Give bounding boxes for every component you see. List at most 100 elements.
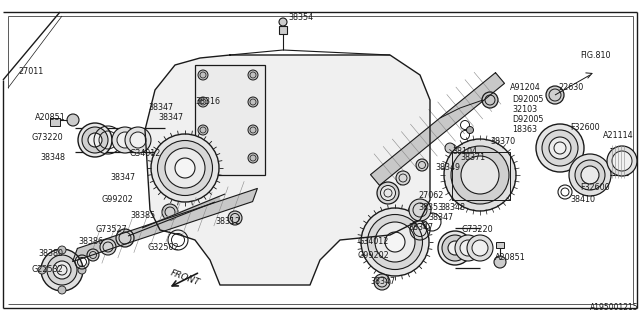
Ellipse shape	[78, 123, 112, 157]
Text: 38348: 38348	[440, 204, 465, 212]
Ellipse shape	[467, 126, 474, 133]
Ellipse shape	[88, 133, 102, 147]
Ellipse shape	[416, 159, 428, 171]
Bar	[195, 65, 265, 175]
Ellipse shape	[374, 274, 390, 290]
Text: G22532: G22532	[32, 266, 64, 275]
Text: 38312: 38312	[215, 218, 240, 227]
Text: D92005: D92005	[512, 116, 543, 124]
Circle shape	[78, 266, 86, 274]
Ellipse shape	[117, 132, 133, 148]
Bar	[452, 152, 510, 200]
Ellipse shape	[41, 249, 83, 291]
Ellipse shape	[445, 143, 455, 153]
Text: 38353: 38353	[418, 204, 443, 212]
Ellipse shape	[228, 211, 242, 225]
Text: 22630: 22630	[558, 84, 583, 92]
Text: 38410: 38410	[570, 196, 595, 204]
Circle shape	[38, 266, 46, 274]
Ellipse shape	[125, 127, 151, 153]
Circle shape	[494, 256, 506, 268]
Ellipse shape	[569, 154, 611, 196]
Ellipse shape	[581, 166, 599, 184]
Ellipse shape	[455, 235, 481, 261]
Text: 27011: 27011	[18, 68, 44, 76]
Ellipse shape	[82, 127, 108, 153]
Circle shape	[198, 125, 208, 135]
Text: G99202: G99202	[358, 251, 390, 260]
Circle shape	[248, 125, 258, 135]
Text: 38380: 38380	[38, 249, 63, 258]
Ellipse shape	[396, 171, 410, 185]
Ellipse shape	[554, 142, 566, 154]
Ellipse shape	[87, 249, 99, 261]
Bar	[50, 118, 60, 126]
Text: G73220: G73220	[32, 133, 63, 142]
Ellipse shape	[467, 235, 493, 261]
Text: G99202: G99202	[102, 196, 134, 204]
Ellipse shape	[451, 146, 509, 204]
Ellipse shape	[536, 124, 584, 172]
Circle shape	[198, 97, 208, 107]
Text: F32600: F32600	[570, 124, 600, 132]
Text: G34012: G34012	[358, 237, 389, 246]
Text: A20851: A20851	[35, 114, 66, 123]
Ellipse shape	[612, 151, 632, 171]
Ellipse shape	[157, 140, 212, 196]
Bar	[496, 242, 504, 248]
Ellipse shape	[375, 222, 415, 262]
Ellipse shape	[162, 204, 178, 220]
Text: 38316: 38316	[195, 98, 220, 107]
Text: D92005: D92005	[512, 95, 543, 105]
Ellipse shape	[47, 255, 77, 285]
Text: 18363: 18363	[512, 125, 537, 134]
Text: 38104: 38104	[452, 148, 477, 156]
Text: FIG.810: FIG.810	[580, 51, 611, 60]
Text: 38371: 38371	[460, 154, 485, 163]
Text: 38385: 38385	[130, 211, 155, 220]
Ellipse shape	[112, 127, 138, 153]
Text: 32103: 32103	[512, 106, 537, 115]
Ellipse shape	[607, 146, 637, 176]
Circle shape	[58, 286, 66, 294]
Text: 38349: 38349	[435, 164, 460, 172]
Text: 38347: 38347	[158, 114, 183, 123]
Text: 38347: 38347	[370, 277, 395, 286]
Text: F32600: F32600	[580, 183, 610, 193]
Ellipse shape	[165, 148, 205, 188]
Text: 38386: 38386	[78, 237, 103, 246]
Text: G34012: G34012	[130, 148, 161, 157]
Ellipse shape	[130, 132, 146, 148]
Text: A195001215: A195001215	[590, 303, 639, 313]
Text: 38347: 38347	[148, 103, 173, 113]
Text: G73527: G73527	[95, 226, 127, 235]
Ellipse shape	[575, 160, 605, 190]
Ellipse shape	[549, 137, 571, 159]
Ellipse shape	[461, 156, 499, 194]
Circle shape	[248, 97, 258, 107]
Text: G32502: G32502	[148, 244, 180, 252]
Text: 38347: 38347	[428, 213, 453, 222]
Circle shape	[67, 114, 79, 126]
Polygon shape	[371, 73, 504, 185]
Ellipse shape	[444, 139, 516, 211]
Ellipse shape	[546, 86, 564, 104]
Polygon shape	[72, 188, 257, 261]
Ellipse shape	[381, 186, 396, 201]
Text: A91204: A91204	[510, 84, 541, 92]
Text: 27062: 27062	[418, 190, 444, 199]
Circle shape	[248, 153, 258, 163]
Text: A21114: A21114	[603, 131, 634, 140]
Circle shape	[58, 246, 66, 254]
Text: G73220: G73220	[462, 226, 493, 235]
Text: 38348: 38348	[40, 154, 65, 163]
Ellipse shape	[385, 232, 405, 252]
Text: 38347: 38347	[408, 223, 433, 233]
Ellipse shape	[116, 229, 134, 247]
Text: FRONT: FRONT	[169, 268, 201, 287]
Ellipse shape	[409, 199, 431, 221]
Ellipse shape	[438, 231, 472, 265]
Ellipse shape	[460, 240, 476, 256]
Text: 38354: 38354	[288, 13, 313, 22]
Ellipse shape	[472, 240, 488, 256]
